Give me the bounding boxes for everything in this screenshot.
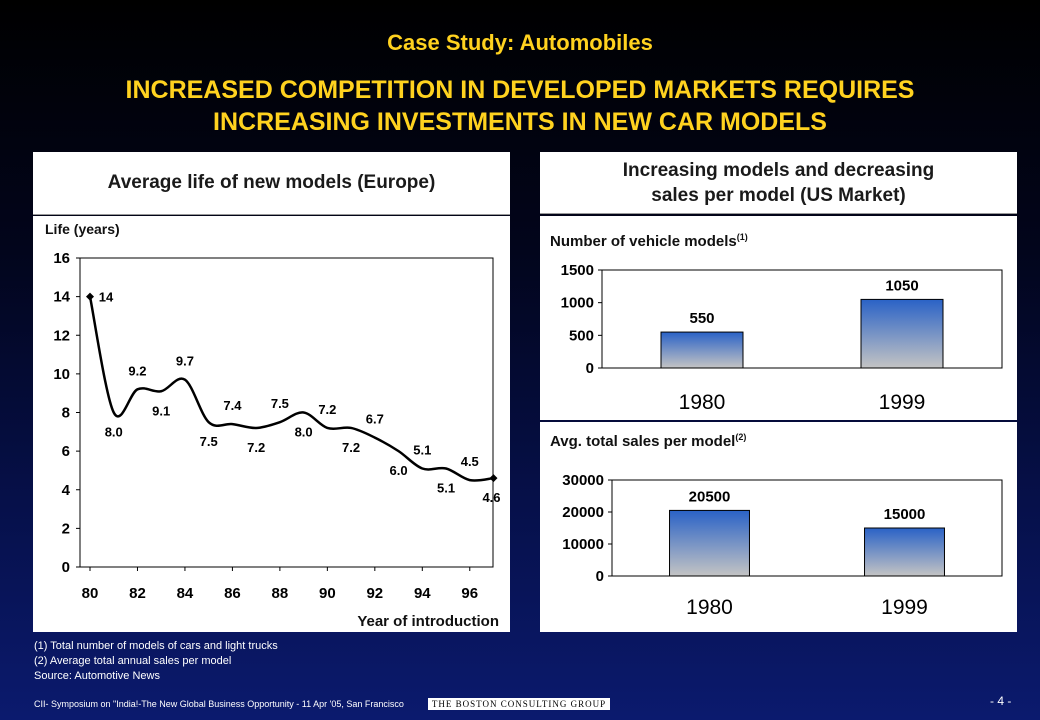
bar-value-label: 15000 xyxy=(884,506,926,523)
footer-text: CII- Symposium on "India!-The New Global… xyxy=(34,699,404,709)
bar-value-label: 20500 xyxy=(689,488,731,505)
x-tick-label: 86 xyxy=(224,585,241,602)
y-tick-label: 20000 xyxy=(562,504,604,521)
data-label: 5.1 xyxy=(413,443,431,458)
data-label: 6.0 xyxy=(390,463,408,478)
y-tick-label: 1500 xyxy=(561,262,594,279)
models-bar-chart-panel: Number of vehicle models(1) 0 500 1000 1500 5… xyxy=(540,216,1017,420)
headline-line-2: INCREASING INVESTMENTS IN NEW CAR MODELS xyxy=(213,108,827,136)
x-axis-label: Year of introduction xyxy=(357,613,499,630)
data-label: 14 xyxy=(99,290,114,305)
page-number: - 4 - xyxy=(990,694,1012,708)
bar-value-label: 550 xyxy=(689,310,714,327)
data-marker-first xyxy=(86,292,94,301)
bar-chart-title: Avg. total sales per model(2) xyxy=(550,432,746,450)
data-label: 8.0 xyxy=(105,425,123,440)
data-label: 7.2 xyxy=(342,440,360,455)
data-label: 7.5 xyxy=(271,396,289,411)
source-note: Source: Automotive News xyxy=(34,670,160,682)
bar xyxy=(669,509,750,577)
data-label: 7.5 xyxy=(200,434,218,449)
bcg-logo: THE BOSTON CONSULTING GROUP xyxy=(428,698,610,710)
y-tick-label: 10000 xyxy=(562,536,604,553)
y-tick-label: 6 xyxy=(62,443,70,460)
y-tick-label: 4 xyxy=(62,482,71,499)
x-tick-label: 94 xyxy=(414,585,431,602)
y-tick-label: 500 xyxy=(569,327,594,344)
y-axis-label: Life (years) xyxy=(45,221,120,237)
data-label: 9.2 xyxy=(128,363,146,378)
data-label: 4.6 xyxy=(482,490,500,505)
headline-line-1: INCREASED COMPETITION IN DEVELOPED MARKE… xyxy=(125,76,915,104)
x-tick-label: 82 xyxy=(129,585,146,602)
x-tick-label: 84 xyxy=(177,585,194,602)
bar xyxy=(864,527,945,577)
data-label: 6.7 xyxy=(366,412,384,427)
bar-chart-title: Number of vehicle models(1) xyxy=(550,232,748,250)
bar xyxy=(660,331,744,369)
headline: INCREASED COMPETITION IN DEVELOPED MARKE… xyxy=(20,74,1020,138)
models-bar-chart: Number of vehicle models(1) 0 500 1000 1500 5… xyxy=(550,232,1003,414)
data-label: 7.2 xyxy=(247,440,265,455)
y-tick-label: 0 xyxy=(596,568,604,585)
bar-chart-title-superscript: (2) xyxy=(735,432,746,442)
bar-chart-title-superscript: (1) xyxy=(737,232,748,242)
y-tick-label: 10 xyxy=(53,366,70,383)
x-tick-label: 96 xyxy=(461,585,478,602)
category-label: 1980 xyxy=(679,391,726,414)
y-tick-label: 14 xyxy=(53,289,70,306)
case-study-title: Case Study: Automobiles xyxy=(387,30,653,55)
sales-bar-chart-panel: Avg. total sales per model(2) 0 10000 20000… xyxy=(540,422,1017,632)
data-label: 9.1 xyxy=(152,403,170,418)
plot-frame xyxy=(79,257,494,568)
footnote-2: (2) Average total annual sales per model xyxy=(34,655,232,667)
data-label: 4.5 xyxy=(461,454,479,469)
y-tick-label: 2 xyxy=(62,520,70,537)
line-chart-panel: Life (years) 0 2 4 6 8 10 12 14 16 80 82 84 86 88 90 92 9… xyxy=(33,216,510,632)
sales-bar-chart: Avg. total sales per model(2) 0 10000 20000… xyxy=(550,432,1003,619)
data-label: 9.7 xyxy=(176,354,194,369)
category-label: 1980 xyxy=(686,596,733,619)
x-tick-label: 80 xyxy=(82,585,99,602)
y-tick-label: 16 xyxy=(53,250,70,267)
y-tick-label: 8 xyxy=(62,405,70,422)
category-label: 1999 xyxy=(881,596,928,619)
line-chart: Life (years) 0 2 4 6 8 10 12 14 16 80 82 84 86 88 90 92 9… xyxy=(45,221,501,630)
data-label: 7.2 xyxy=(318,402,336,417)
data-label: 5.1 xyxy=(437,481,455,496)
x-tick-label: 88 xyxy=(272,585,289,602)
x-tick-label: 92 xyxy=(366,585,383,602)
y-tick-label: 0 xyxy=(586,360,594,377)
data-marker-last xyxy=(489,474,498,483)
right-panel-title-line-2: sales per model (US Market) xyxy=(651,185,906,206)
x-tick-label: 90 xyxy=(319,585,336,602)
plot-frame xyxy=(611,479,1003,577)
footnote-1: (1) Total number of models of cars and l… xyxy=(34,640,278,652)
right-panel-title: Increasing models and decreasing sales p… xyxy=(540,152,1017,214)
bar-value-label: 1050 xyxy=(885,277,918,294)
y-tick-label: 30000 xyxy=(562,472,604,489)
plot-frame xyxy=(601,269,1003,369)
category-label: 1999 xyxy=(879,391,926,414)
y-tick-label: 12 xyxy=(53,327,70,344)
bar xyxy=(860,298,944,369)
life-series-line xyxy=(88,296,494,482)
data-label: 7.4 xyxy=(223,398,242,413)
data-label: 8.0 xyxy=(295,425,313,440)
y-tick-label: 1000 xyxy=(561,295,594,312)
right-panel-title-line-1: Increasing models and decreasing xyxy=(622,160,935,181)
left-panel-title: Average life of new models (Europe) xyxy=(33,152,510,215)
y-tick-label: 0 xyxy=(62,559,70,576)
